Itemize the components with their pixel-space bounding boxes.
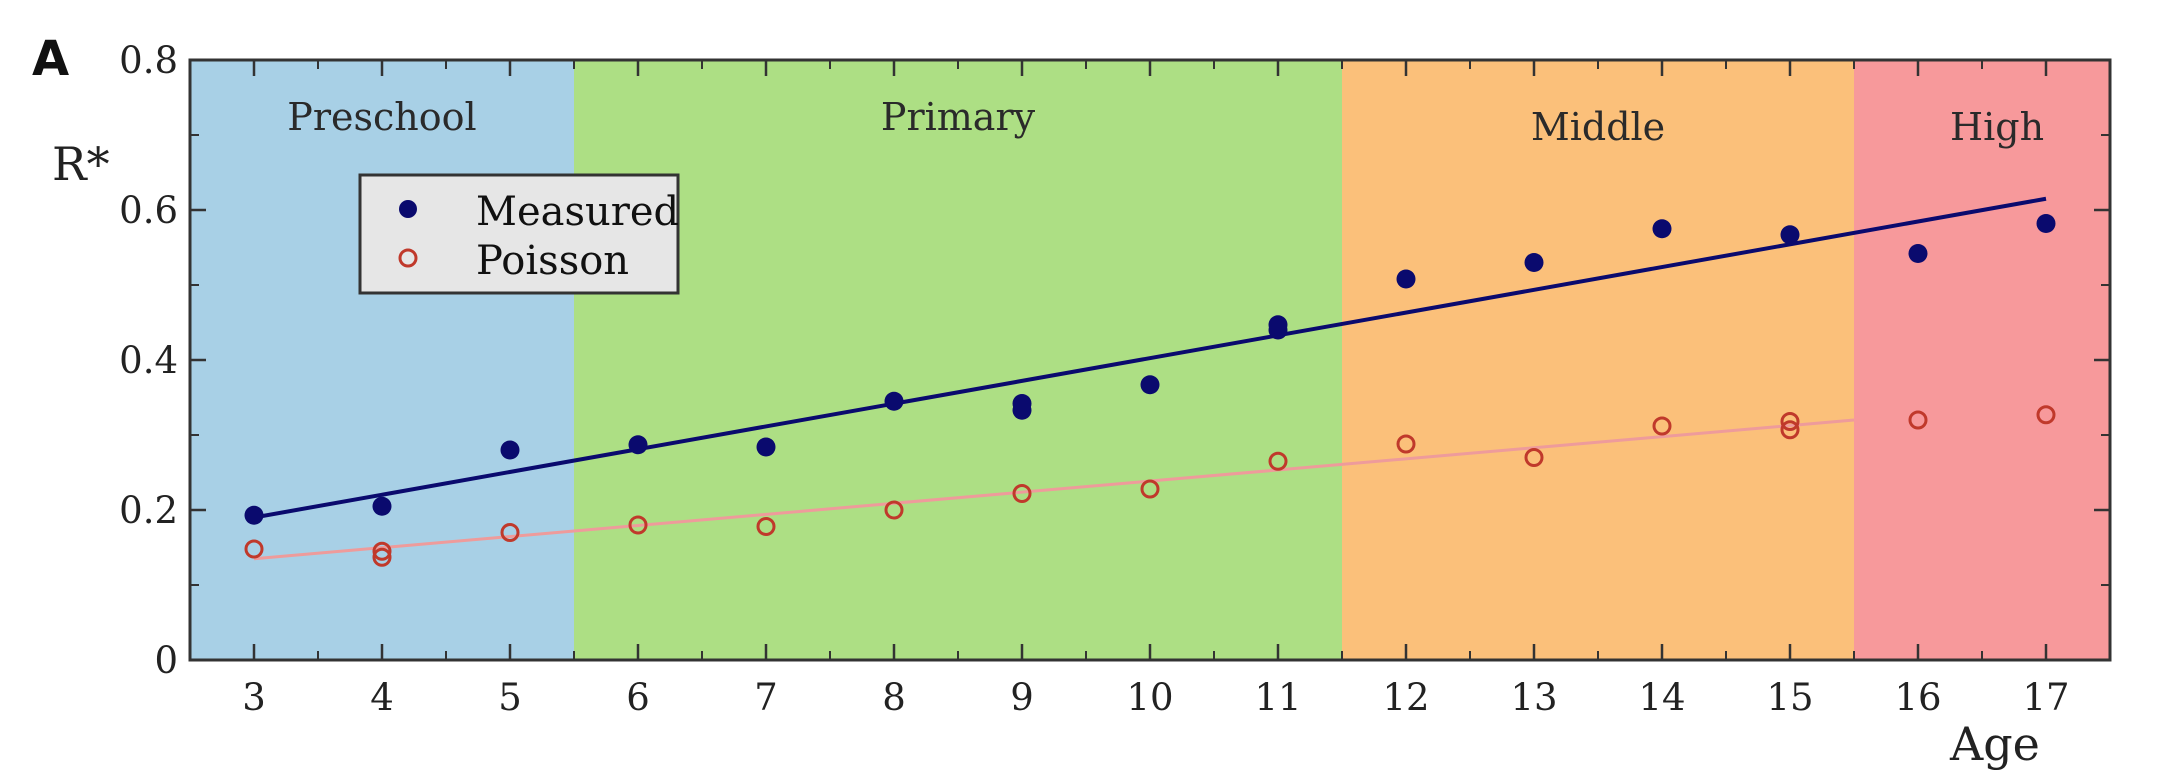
measured-point xyxy=(1652,219,1672,239)
x-tick-label: 3 xyxy=(242,676,266,719)
measured-point xyxy=(756,437,776,457)
poisson-point xyxy=(756,517,776,536)
region-high xyxy=(1854,60,2110,660)
poisson-point xyxy=(2036,405,2056,425)
poisson-point xyxy=(1012,484,1032,503)
poisson-point xyxy=(372,541,392,561)
x-tick-label: 10 xyxy=(1126,676,1173,719)
measured-point xyxy=(1524,253,1544,272)
measured-point xyxy=(1012,394,1032,413)
region-label-preschool: Preschool xyxy=(287,95,476,139)
measured-point xyxy=(1780,225,1800,245)
poisson-fit-line xyxy=(253,418,1855,561)
ticks: 3 4 5 6 7 8 9 10 11 12 13 14 15 16 17 0 0.2 0.4 0.6 0.8 xyxy=(119,39,2110,719)
poisson-point xyxy=(1396,434,1416,454)
measured-point xyxy=(1140,375,1160,395)
legend-measured-marker xyxy=(399,200,417,218)
region-label-middle: Middle xyxy=(1531,105,1665,149)
legend-measured-label: Measured xyxy=(476,189,679,235)
panel-label: A xyxy=(32,31,69,87)
measured-point xyxy=(244,505,264,525)
x-tick-label: 9 xyxy=(1010,676,1034,719)
legend: Measured Poisson xyxy=(358,173,680,295)
x-tick-label: 16 xyxy=(1894,676,1941,719)
y-tick-label: 0.4 xyxy=(119,339,178,382)
x-tick-label: 8 xyxy=(882,676,906,719)
y-tick-label: 0.2 xyxy=(119,489,178,532)
age-regions xyxy=(190,60,2110,660)
x-tick-label: 6 xyxy=(626,676,650,719)
x-tick-label: 15 xyxy=(1766,676,1813,719)
y-tick-label: 0.6 xyxy=(119,189,178,232)
x-tick-label: 5 xyxy=(498,676,522,719)
poisson-point xyxy=(372,547,392,567)
poisson-point xyxy=(1524,448,1544,467)
measured-point xyxy=(2036,214,2056,233)
x-tick-label: 12 xyxy=(1382,676,1429,719)
poisson-point xyxy=(1780,420,1800,440)
poisson-point xyxy=(500,523,520,542)
poisson-point xyxy=(628,515,648,535)
measured-point xyxy=(1396,269,1416,289)
legend-box xyxy=(358,173,680,295)
region-label-primary: Primary xyxy=(881,95,1036,139)
y-axis-label: R* xyxy=(52,137,110,191)
poisson-point xyxy=(1908,410,1928,430)
x-tick-label: 13 xyxy=(1510,676,1557,719)
measured-point xyxy=(1908,244,1928,263)
measured-point xyxy=(884,391,904,411)
measured-point xyxy=(628,435,648,455)
region-labels: Preschool Primary Middle High xyxy=(287,95,2044,149)
fit-lines xyxy=(253,196,2047,561)
region-preschool xyxy=(190,60,574,660)
data-points xyxy=(244,214,2056,567)
y-tick-label: 0 xyxy=(154,639,178,682)
region-middle xyxy=(1342,60,1854,660)
legend-poisson-label: Poisson xyxy=(476,238,629,284)
x-tick-label: 14 xyxy=(1638,676,1685,719)
x-tick-label: 11 xyxy=(1254,676,1301,719)
poisson-point xyxy=(244,539,264,559)
measured-point xyxy=(372,496,392,516)
x-axis-label: Age xyxy=(1949,717,2040,771)
x-tick-label: 4 xyxy=(370,676,394,719)
measured-fit-line xyxy=(253,196,2047,520)
legend-poisson-marker xyxy=(398,248,418,268)
poisson-point xyxy=(1780,412,1800,431)
measured-point xyxy=(1268,315,1288,335)
x-tick-label: 7 xyxy=(754,676,778,719)
region-primary xyxy=(574,60,1342,660)
measured-point xyxy=(500,440,520,460)
poisson-point xyxy=(884,500,904,520)
poisson-point xyxy=(1268,451,1288,471)
y-tick-label: 0.8 xyxy=(119,39,178,82)
x-tick-label: 17 xyxy=(2022,676,2069,719)
poisson-point xyxy=(1652,416,1672,436)
region-label-high: High xyxy=(1950,105,2044,149)
poisson-point xyxy=(1140,479,1160,499)
